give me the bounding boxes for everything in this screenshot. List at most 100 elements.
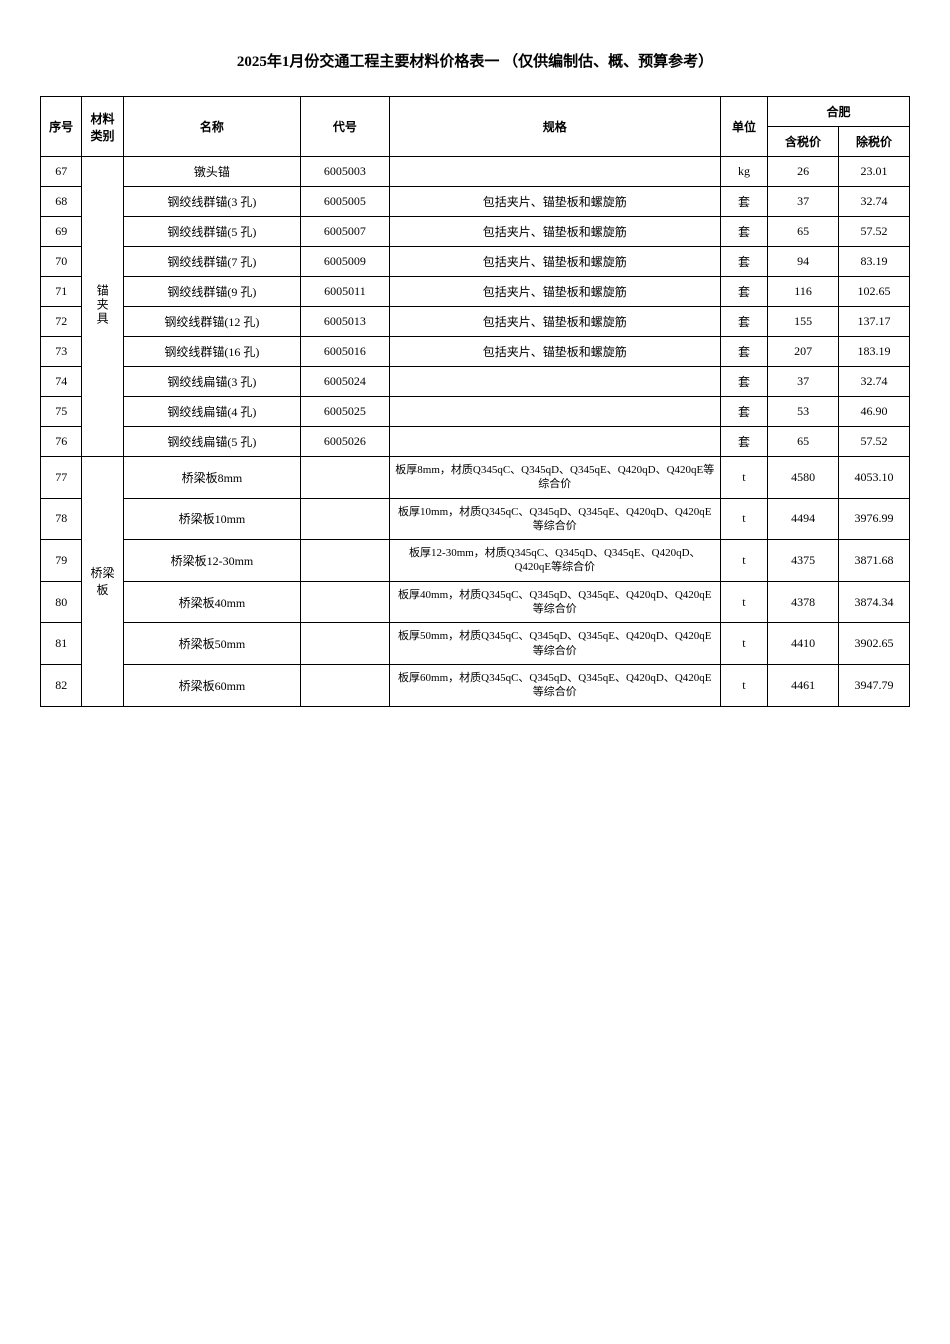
cell-with-tax: 26 (768, 157, 839, 187)
table-body: 67 锚夹具 镦头锚 6005003 kg 26 23.01 68 钢绞线群锚(… (41, 157, 910, 707)
cell-spec (389, 367, 720, 397)
cell-spec: 板厚12-30mm，材质Q345qC、Q345qD、Q345qE、Q420qD、… (389, 540, 720, 582)
cell-seq: 80 (41, 581, 82, 623)
cell-seq: 81 (41, 623, 82, 665)
cell-seq: 71 (41, 277, 82, 307)
cell-name: 钢绞线群锚(5 孔) (123, 217, 300, 247)
cell-name: 钢绞线扁锚(4 孔) (123, 397, 300, 427)
cell-with-tax: 4375 (768, 540, 839, 582)
table-row: 72 钢绞线群锚(12 孔) 6005013 包括夹片、锚垫板和螺旋筋 套 15… (41, 307, 910, 337)
cell-no-tax: 3947.79 (839, 664, 910, 706)
table-row: 82 桥梁板60mm 板厚60mm，材质Q345qC、Q345qD、Q345qE… (41, 664, 910, 706)
cell-no-tax: 3871.68 (839, 540, 910, 582)
cell-no-tax: 32.74 (839, 187, 910, 217)
header-with-tax: 含税价 (768, 127, 839, 157)
cell-code: 6005024 (301, 367, 390, 397)
cell-seq: 67 (41, 157, 82, 187)
cell-no-tax: 3902.65 (839, 623, 910, 665)
table-row: 80 桥梁板40mm 板厚40mm，材质Q345qC、Q345qD、Q345qE… (41, 581, 910, 623)
cell-no-tax: 57.52 (839, 217, 910, 247)
cell-spec: 包括夹片、锚垫板和螺旋筋 (389, 247, 720, 277)
cell-no-tax: 83.19 (839, 247, 910, 277)
cell-unit: 套 (720, 397, 767, 427)
cell-code: 6005013 (301, 307, 390, 337)
page-title: 2025年1月份交通工程主要材料价格表一 （仅供编制估、概、预算参考） (40, 50, 910, 71)
cell-name: 桥梁板40mm (123, 581, 300, 623)
table-row: 73 钢绞线群锚(16 孔) 6005016 包括夹片、锚垫板和螺旋筋 套 20… (41, 337, 910, 367)
cell-unit: 套 (720, 337, 767, 367)
cell-code (301, 664, 390, 706)
cell-spec: 包括夹片、锚垫板和螺旋筋 (389, 277, 720, 307)
header-category: 材料类别 (82, 97, 123, 157)
cell-unit: 套 (720, 247, 767, 277)
cell-name: 桥梁板8mm (123, 457, 300, 499)
cell-code (301, 581, 390, 623)
cell-no-tax: 57.52 (839, 427, 910, 457)
header-city: 合肥 (768, 97, 910, 127)
cell-no-tax: 23.01 (839, 157, 910, 187)
table-row: 75 钢绞线扁锚(4 孔) 6005025 套 53 46.90 (41, 397, 910, 427)
cell-code: 6005009 (301, 247, 390, 277)
header-unit: 单位 (720, 97, 767, 157)
cell-no-tax: 4053.10 (839, 457, 910, 499)
header-code: 代号 (301, 97, 390, 157)
cell-spec: 包括夹片、锚垫板和螺旋筋 (389, 187, 720, 217)
cell-unit: t (720, 623, 767, 665)
cell-spec: 板厚10mm，材质Q345qC、Q345qD、Q345qE、Q420qD、Q42… (389, 498, 720, 540)
cell-unit: 套 (720, 427, 767, 457)
cell-no-tax: 32.74 (839, 367, 910, 397)
cell-with-tax: 207 (768, 337, 839, 367)
cell-code: 6005005 (301, 187, 390, 217)
cell-unit: 套 (720, 277, 767, 307)
cell-spec (389, 157, 720, 187)
cell-code: 6005007 (301, 217, 390, 247)
cell-name: 钢绞线群锚(9 孔) (123, 277, 300, 307)
cell-name: 钢绞线群锚(12 孔) (123, 307, 300, 337)
cell-category-bridge: 桥梁板 (82, 457, 123, 707)
header-name: 名称 (123, 97, 300, 157)
cell-no-tax: 3976.99 (839, 498, 910, 540)
cell-seq: 78 (41, 498, 82, 540)
header-no-tax: 除税价 (839, 127, 910, 157)
cell-with-tax: 155 (768, 307, 839, 337)
cell-code: 6005025 (301, 397, 390, 427)
header-spec: 规格 (389, 97, 720, 157)
table-row: 69 钢绞线群锚(5 孔) 6005007 包括夹片、锚垫板和螺旋筋 套 65 … (41, 217, 910, 247)
cell-name: 钢绞线群锚(16 孔) (123, 337, 300, 367)
cell-seq: 75 (41, 397, 82, 427)
cell-name: 钢绞线扁锚(5 孔) (123, 427, 300, 457)
table-row: 77 桥梁板 桥梁板8mm 板厚8mm，材质Q345qC、Q345qD、Q345… (41, 457, 910, 499)
cell-seq: 68 (41, 187, 82, 217)
cell-unit: t (720, 664, 767, 706)
cell-with-tax: 4410 (768, 623, 839, 665)
cell-name: 桥梁板12-30mm (123, 540, 300, 582)
cell-unit: 套 (720, 187, 767, 217)
cell-name: 钢绞线群锚(3 孔) (123, 187, 300, 217)
cell-unit: t (720, 457, 767, 499)
cell-with-tax: 65 (768, 217, 839, 247)
table-row: 67 锚夹具 镦头锚 6005003 kg 26 23.01 (41, 157, 910, 187)
table-row: 70 钢绞线群锚(7 孔) 6005009 包括夹片、锚垫板和螺旋筋 套 94 … (41, 247, 910, 277)
cell-with-tax: 37 (768, 367, 839, 397)
cell-spec: 板厚40mm，材质Q345qC、Q345qD、Q345qE、Q420qD、Q42… (389, 581, 720, 623)
cell-category-anchor: 锚夹具 (82, 157, 123, 457)
cell-spec: 包括夹片、锚垫板和螺旋筋 (389, 307, 720, 337)
cell-unit: t (720, 498, 767, 540)
cell-seq: 69 (41, 217, 82, 247)
price-table: 序号 材料类别 名称 代号 规格 单位 合肥 含税价 除税价 67 锚夹具 镦头… (40, 96, 910, 707)
cell-no-tax: 102.65 (839, 277, 910, 307)
cell-with-tax: 37 (768, 187, 839, 217)
table-row: 74 钢绞线扁锚(3 孔) 6005024 套 37 32.74 (41, 367, 910, 397)
cell-with-tax: 4494 (768, 498, 839, 540)
cell-code (301, 498, 390, 540)
cell-name: 桥梁板50mm (123, 623, 300, 665)
table-row: 76 钢绞线扁锚(5 孔) 6005026 套 65 57.52 (41, 427, 910, 457)
cell-spec (389, 427, 720, 457)
cell-code (301, 540, 390, 582)
cell-code: 6005026 (301, 427, 390, 457)
table-row: 68 钢绞线群锚(3 孔) 6005005 包括夹片、锚垫板和螺旋筋 套 37 … (41, 187, 910, 217)
cell-spec: 板厚60mm，材质Q345qC、Q345qD、Q345qE、Q420qD、Q42… (389, 664, 720, 706)
cell-code: 6005016 (301, 337, 390, 367)
cell-spec: 板厚50mm，材质Q345qC、Q345qD、Q345qE、Q420qD、Q42… (389, 623, 720, 665)
cell-unit: t (720, 540, 767, 582)
